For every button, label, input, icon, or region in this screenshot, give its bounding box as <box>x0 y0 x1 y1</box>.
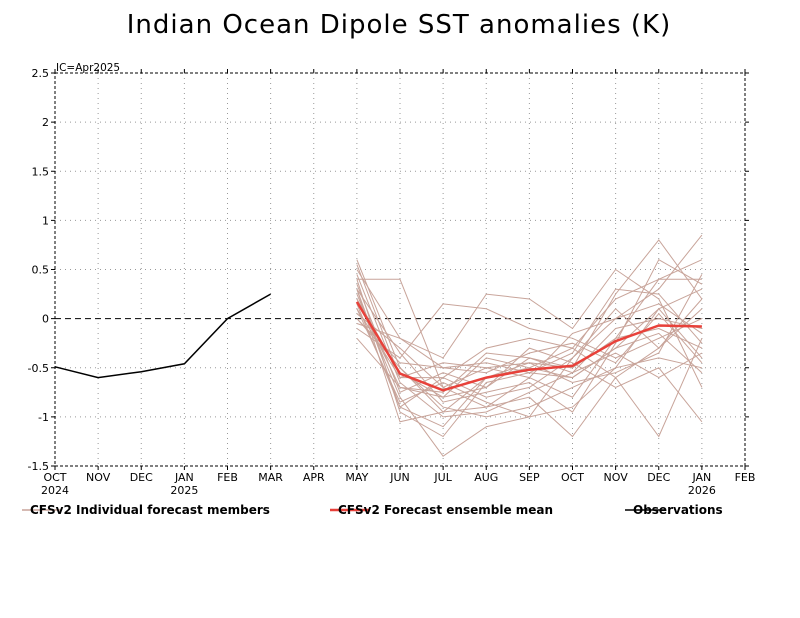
x-tick-label: MAR <box>258 471 283 484</box>
forecast-member-line <box>356 337 703 393</box>
forecast-member-line <box>356 284 703 423</box>
forecast-member-line <box>356 259 703 413</box>
y-tick-label: -1.5 <box>28 460 49 473</box>
x-tick-label: NOV <box>86 471 111 484</box>
legend-label: CFSv2 Individual forecast members <box>30 503 270 517</box>
x-tick-label: FEB <box>217 471 238 484</box>
axes: -1.5 -1 -0.5 0 0.5 1 1.5 2 2.5 OCT NOV DEC JAN FEB MAR… <box>28 67 756 497</box>
grid <box>55 73 745 466</box>
y-tick-label: 1.5 <box>32 165 50 178</box>
x-tick-label: MAY <box>345 471 368 484</box>
x-tick-label: DEC <box>130 471 153 484</box>
y-tick-label: 2.5 <box>32 67 50 80</box>
ensemble-mean-line <box>355 301 702 392</box>
forecast-member-line <box>356 303 703 438</box>
initial-condition-label: IC=Apr2025 <box>56 62 120 74</box>
observations <box>54 293 271 379</box>
x-tick-label: OCT <box>561 471 584 484</box>
y-tick-label: -0.5 <box>28 362 49 375</box>
forecast-member-line <box>356 298 703 398</box>
forecast-member-line <box>356 259 703 413</box>
forecast-member-line <box>356 303 703 359</box>
x-tick-label: AUG <box>474 471 498 484</box>
ensemble-mean <box>355 301 702 392</box>
x-tick-label: SEP <box>519 471 540 484</box>
forecast-member-line <box>356 298 703 418</box>
forecast-member-line <box>356 264 703 384</box>
x-tick-label: JUN <box>389 471 410 484</box>
x-tick-label: DEC <box>647 471 670 484</box>
x-tick-label: OCT <box>43 471 66 484</box>
y-tick-label: 2 <box>42 116 49 129</box>
x-year-label: 2024 <box>41 484 69 497</box>
forecast-member-line <box>356 274 703 418</box>
x-tick-label: JUL <box>433 471 452 484</box>
x-tick-label: APR <box>303 471 325 484</box>
x-year-label: 2025 <box>170 484 198 497</box>
x-tick-label: FEB <box>735 471 756 484</box>
forecast-member-line <box>356 278 703 438</box>
legend-label: Observations <box>633 503 723 517</box>
x-tick-label: JAN <box>691 471 711 484</box>
x-tick-label: NOV <box>604 471 629 484</box>
forecast-member-line <box>356 279 703 438</box>
chart-title: Indian Ocean Dipole SST anomalies (K) <box>127 10 671 40</box>
observations-line <box>54 293 271 379</box>
y-tick-label: 1 <box>42 214 49 227</box>
y-tick-label: 0 <box>42 313 49 326</box>
x-tick-label: JAN <box>174 471 194 484</box>
forecast-member-line <box>356 268 703 388</box>
legend-label: CFSv2 Forecast ensemble mean <box>338 503 553 517</box>
x-year-label: 2026 <box>688 484 716 497</box>
y-tick-label: 0.5 <box>32 264 50 277</box>
legend: CFSv2 Individual forecast members CFSv2 F… <box>22 503 723 517</box>
y-tick-label: -1 <box>38 411 49 424</box>
